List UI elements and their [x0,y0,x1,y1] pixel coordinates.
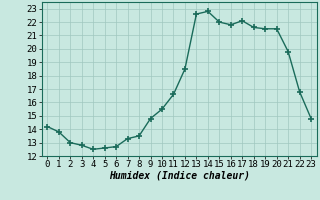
X-axis label: Humidex (Indice chaleur): Humidex (Indice chaleur) [109,171,250,181]
